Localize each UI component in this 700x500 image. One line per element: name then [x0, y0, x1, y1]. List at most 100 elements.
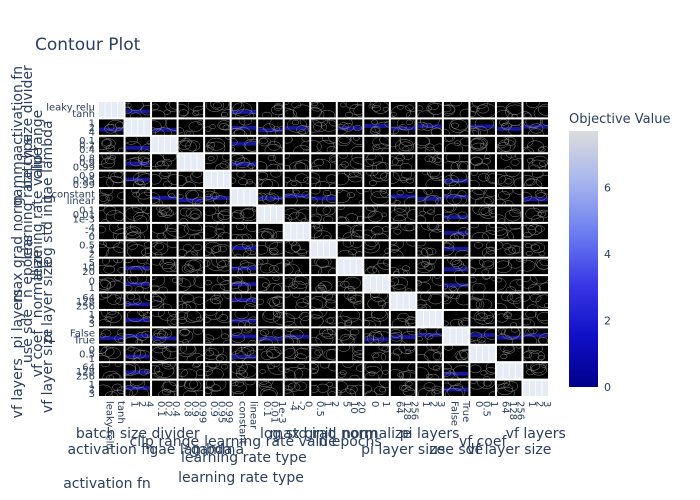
contour-lines — [284, 345, 310, 362]
contour-line — [193, 244, 203, 251]
contour-line — [367, 210, 383, 222]
contour-line — [210, 102, 230, 111]
contour-line — [427, 363, 442, 370]
contour-lines — [523, 345, 545, 362]
contour-lines — [496, 328, 522, 344]
contour-panel-batch-size-divider-vs-learning-rate-value — [258, 119, 283, 135]
contour-line — [178, 193, 184, 200]
contour-line — [178, 380, 187, 388]
contour-line — [178, 140, 191, 150]
contour-panel-activation-fn-vs-pi-layer-size — [390, 102, 416, 118]
contour-line — [295, 208, 310, 222]
contour-line — [231, 102, 245, 115]
contour-panel-vf-layer-size-vs-gamma — [205, 363, 230, 379]
contour-line — [160, 171, 172, 177]
contour-panel-gamma-vs-log-std-init — [284, 171, 310, 188]
contour-line — [470, 171, 478, 176]
contour-line — [133, 349, 146, 359]
contour-line — [152, 345, 167, 354]
contour-panel-vf-layers-vs-clip-range — [152, 380, 177, 396]
contour-line — [311, 337, 322, 344]
panel-background — [99, 154, 124, 170]
contour-panel-gae-lambda-vs-vf-layers — [523, 154, 548, 170]
contour-lines — [315, 281, 333, 292]
contour-line — [260, 350, 274, 360]
contour-panel-vf-coef-vs-activation-fn — [99, 345, 124, 362]
contour-line — [126, 266, 143, 275]
contour-line — [364, 316, 381, 327]
contour-line — [530, 242, 546, 253]
contour-line — [285, 310, 303, 319]
contour-line — [169, 380, 177, 386]
x-tick-label: 256 — [515, 401, 526, 420]
contour-line — [258, 380, 274, 388]
contour-panel-use-sde-vs-batch-size-divider — [125, 328, 151, 344]
contour-lines — [231, 119, 257, 135]
contour-panel-learning-rate-value-vs-gamma — [205, 206, 230, 222]
contour-line — [349, 374, 360, 379]
contour-line — [152, 119, 167, 129]
x-tick-label: 10 — [348, 401, 359, 414]
contour-line — [371, 232, 389, 240]
contour-line — [234, 293, 252, 302]
panel-background — [443, 345, 469, 362]
contour-lines — [231, 345, 257, 362]
contour-line — [485, 223, 495, 235]
contour-line — [470, 129, 480, 135]
contour-line — [459, 160, 469, 170]
contour-line — [352, 354, 363, 362]
contour-lines — [259, 363, 283, 375]
contour-panel-gae-lambda-vs-learning-rate-type — [231, 154, 257, 170]
contour-fill — [417, 124, 442, 129]
contour-line — [523, 178, 543, 188]
contour-lines — [258, 228, 283, 240]
contour-line — [311, 226, 323, 239]
contour-line — [181, 293, 195, 303]
contour-line — [100, 277, 116, 289]
contour-line — [496, 380, 505, 386]
contour-line — [443, 345, 454, 351]
contour-line — [398, 345, 416, 355]
contour-line — [300, 140, 310, 151]
x-tick-label: 0 — [369, 401, 380, 407]
contour-line — [368, 180, 377, 186]
contour-line — [338, 154, 348, 159]
contour-line — [313, 223, 320, 229]
contour-line — [244, 380, 256, 386]
contour-panel-vf-layers-vs-vf-layers — [523, 380, 548, 396]
contour-line — [207, 137, 226, 151]
panel-background — [152, 293, 177, 309]
contour-line — [125, 388, 133, 396]
contour-lines — [125, 258, 151, 275]
contour-line — [390, 245, 400, 253]
contour-lines — [258, 189, 283, 205]
contour-line — [325, 293, 336, 304]
contour-panel-max-grad-norm-vs-vf-layers — [523, 241, 548, 257]
contour-line — [505, 171, 520, 178]
contour-line — [497, 175, 515, 188]
contour-line — [531, 215, 544, 222]
contour-fill — [523, 197, 548, 202]
x-tick-label: 0.95 — [215, 401, 226, 423]
contour-line — [364, 371, 380, 379]
contour-panel-pi-layers-vs-activation-fn — [99, 310, 124, 327]
contour-line — [371, 310, 387, 319]
contour-line — [142, 263, 151, 271]
contour-lines — [311, 189, 336, 205]
contour-line — [355, 364, 363, 372]
contour-lines — [231, 380, 256, 396]
contour-line — [126, 241, 138, 250]
contour-line — [459, 319, 469, 327]
contour-panel-activation-fn-vs-n-epochs — [337, 102, 363, 118]
contour-line — [249, 113, 257, 118]
contour-line — [356, 189, 363, 194]
contour-line — [528, 128, 544, 135]
contour-line — [513, 177, 522, 188]
contour-line — [423, 206, 436, 214]
contour-lines — [258, 328, 283, 344]
contour-fill — [443, 371, 469, 376]
y-axis-title-learning-rate-value: learning rate value — [30, 148, 46, 281]
contour-line — [195, 198, 204, 205]
contour-line — [364, 320, 376, 327]
contour-line — [326, 194, 336, 204]
